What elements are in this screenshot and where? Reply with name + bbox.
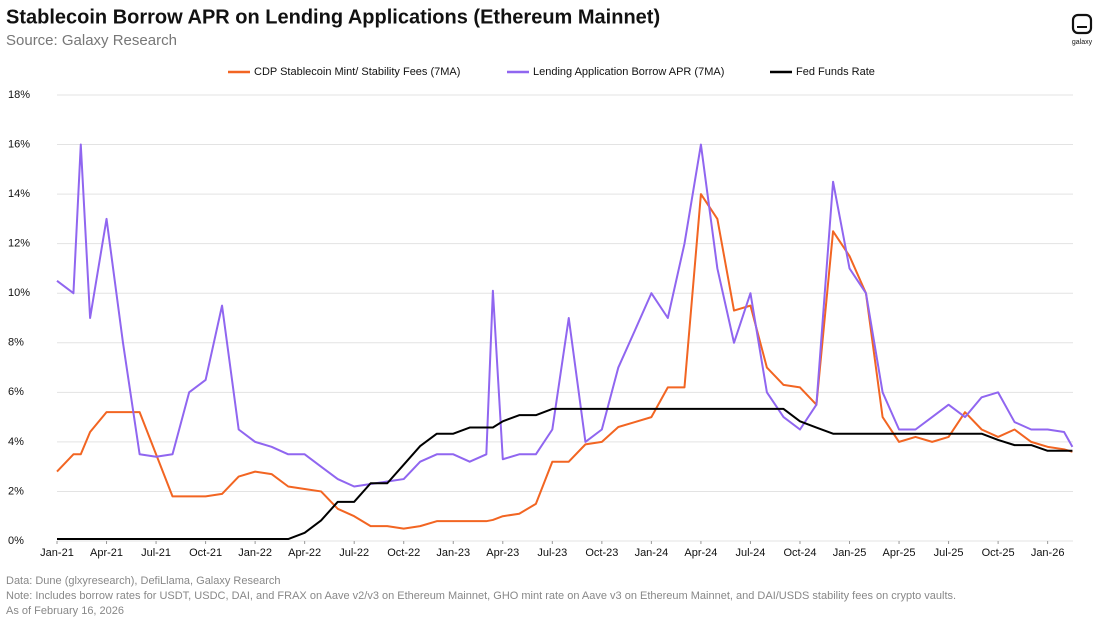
x-tick-label: Jan-25 xyxy=(833,547,867,559)
x-tick-label: Jul-24 xyxy=(735,547,765,559)
note: Data: Dune (glxyresearch), DefiLlama, Ga… xyxy=(6,575,281,587)
legend-label: Lending Application Borrow APR (7MA) xyxy=(533,66,724,78)
series-line xyxy=(56,193,1073,530)
x-tick-label: Jul-21 xyxy=(141,547,171,559)
note: Note: Includes borrow rates for USDT, US… xyxy=(6,590,956,602)
legend-label: Fed Funds Rate xyxy=(796,66,875,78)
y-tick-label: 18% xyxy=(8,89,30,101)
x-tick-label: Jul-22 xyxy=(339,547,369,559)
y-tick-label: 6% xyxy=(8,386,24,398)
y-tick-label: 12% xyxy=(8,238,30,250)
x-tick-label: Oct-23 xyxy=(585,547,618,559)
chart-title: Stablecoin Borrow APR on Lending Applica… xyxy=(6,6,660,28)
x-tick-label: Jan-22 xyxy=(238,547,272,559)
logo: galaxy xyxy=(1071,13,1093,46)
y-tick-label: 2% xyxy=(8,485,24,497)
logo-icon xyxy=(1071,13,1093,35)
x-tick-label: Apr-21 xyxy=(90,547,123,559)
x-tick-label: Oct-22 xyxy=(387,547,420,559)
x-tick-label: Apr-25 xyxy=(883,547,916,559)
note: As of February 16, 2026 xyxy=(6,605,124,617)
y-tick-label: 16% xyxy=(8,138,30,150)
series-line xyxy=(56,143,1074,488)
x-tick-label: Jan-23 xyxy=(436,547,470,559)
y-tick-label: 14% xyxy=(8,188,30,200)
series-line xyxy=(57,407,1073,541)
legend-label: CDP Stablecoin Mint/ Stability Fees (7MA… xyxy=(254,66,460,78)
x-tick-label: Apr-24 xyxy=(684,547,717,559)
chart-subtitle: Source: Galaxy Research xyxy=(6,32,177,49)
y-tick-label: 8% xyxy=(8,337,24,349)
x-tick-label: Oct-21 xyxy=(189,547,222,559)
y-tick-label: 10% xyxy=(8,287,30,299)
x-tick-label: Apr-22 xyxy=(288,547,321,559)
logo-text: galaxy xyxy=(1072,39,1093,46)
x-tick-label: Jan-21 xyxy=(40,547,74,559)
x-tick-label: Oct-25 xyxy=(982,547,1015,559)
x-tick-label: Jul-25 xyxy=(934,547,964,559)
x-tick-label: Jan-24 xyxy=(635,547,669,559)
x-tick-label: Jul-23 xyxy=(537,547,567,559)
x-tick-label: Apr-23 xyxy=(486,547,519,559)
y-tick-label: 0% xyxy=(8,535,24,547)
y-tick-label: 4% xyxy=(8,436,24,448)
x-tick-label: Oct-24 xyxy=(783,547,816,559)
x-tick-label: Jan-26 xyxy=(1031,547,1065,559)
